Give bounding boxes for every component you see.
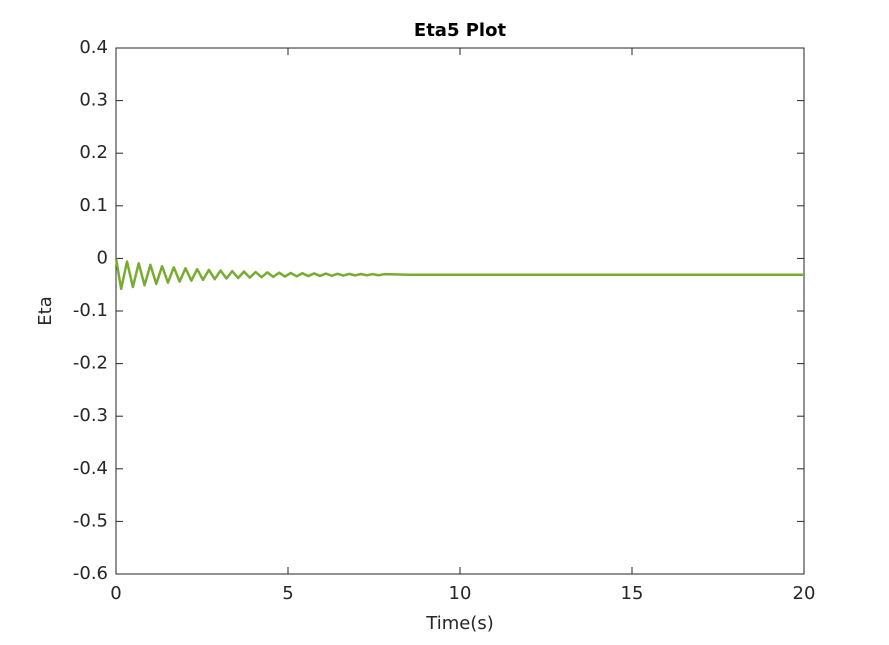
x-tick-label: 15 (621, 583, 644, 604)
y-tick-label: 0.3 (79, 90, 108, 111)
x-tick-label: 5 (282, 583, 293, 604)
x-axis-label: Time(s) (425, 613, 493, 634)
data-line (114, 258, 804, 291)
y-tick-label: -0.3 (73, 405, 108, 426)
y-axis-label: Eta (35, 296, 56, 325)
y-tick-label: 0.1 (79, 195, 108, 216)
y-tick-label: -0.6 (73, 563, 108, 584)
y-tick-label: -0.4 (73, 458, 108, 479)
y-tick-label: 0.4 (79, 37, 108, 58)
x-tick-label: 10 (449, 583, 472, 604)
plot-box (115, 47, 805, 575)
y-tick-label: -0.2 (73, 353, 108, 374)
chart-title: Eta5 Plot (414, 20, 507, 41)
y-tick-label: -0.5 (73, 510, 108, 531)
y-tick-label: -0.1 (73, 300, 108, 321)
x-tick-label: 0 (110, 583, 121, 604)
y-tick-label: 0 (97, 247, 108, 268)
x-tick-label: 20 (793, 583, 816, 604)
y-tick-label: 0.2 (79, 142, 108, 163)
